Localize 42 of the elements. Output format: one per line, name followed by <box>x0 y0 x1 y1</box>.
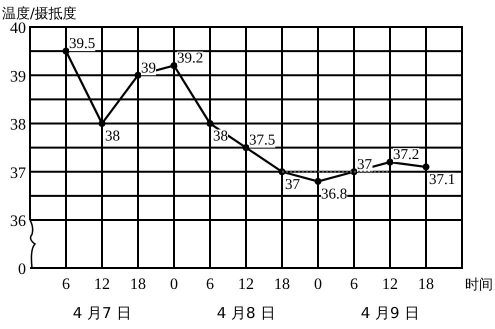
data-label: 39 <box>141 60 156 76</box>
point <box>242 144 250 152</box>
y-axis-title: 温度/摄抵度 <box>2 6 77 22</box>
point <box>62 48 70 55</box>
data-label: 39.2 <box>177 50 204 67</box>
y-tick-label: 40 <box>10 20 26 37</box>
y-tick-label: 38 <box>10 116 26 134</box>
x-tick-label: 6 <box>350 276 358 293</box>
x-tick-label: 12 <box>382 276 398 293</box>
data-label: 37.1 <box>429 172 456 188</box>
data-label: 38 <box>105 128 120 144</box>
y-tick-label: 36 <box>10 213 26 230</box>
data-label: 39.5 <box>69 36 96 52</box>
text: 0 <box>18 261 26 278</box>
text: 4 月7 日 <box>72 304 132 322</box>
x-tick-label: 6 <box>206 276 214 293</box>
x-tick-label: 18 <box>418 276 434 293</box>
y-tick-label: 37 <box>10 164 26 182</box>
x-tick-label: 0 <box>314 276 322 293</box>
point <box>98 120 106 127</box>
point <box>170 62 178 70</box>
x-tick-label: 18 <box>274 276 290 293</box>
data-label: 38 <box>213 128 228 144</box>
text: 4 月9 日 <box>360 304 420 322</box>
point <box>314 178 322 185</box>
data-label: 36.8 <box>321 186 348 202</box>
x-tick-label: 18 <box>130 276 146 293</box>
data-label: 37 <box>357 156 372 173</box>
x-tick-label: 6 <box>62 276 70 293</box>
x-tick-label: 12 <box>94 276 110 293</box>
point <box>134 72 142 79</box>
point <box>206 120 214 127</box>
data-label: 37.5 <box>249 132 276 149</box>
x-tick-label: 0 <box>170 276 178 293</box>
point <box>422 163 430 170</box>
x-tick-label: 12 <box>238 276 254 293</box>
text: 4 月8 日 <box>216 304 276 322</box>
data-label: 37 <box>285 176 300 193</box>
point <box>386 158 394 166</box>
y-tick-label: 39 <box>10 68 26 86</box>
data-label: 37.2 <box>393 147 420 164</box>
x-axis-title: 时间 <box>465 277 493 293</box>
